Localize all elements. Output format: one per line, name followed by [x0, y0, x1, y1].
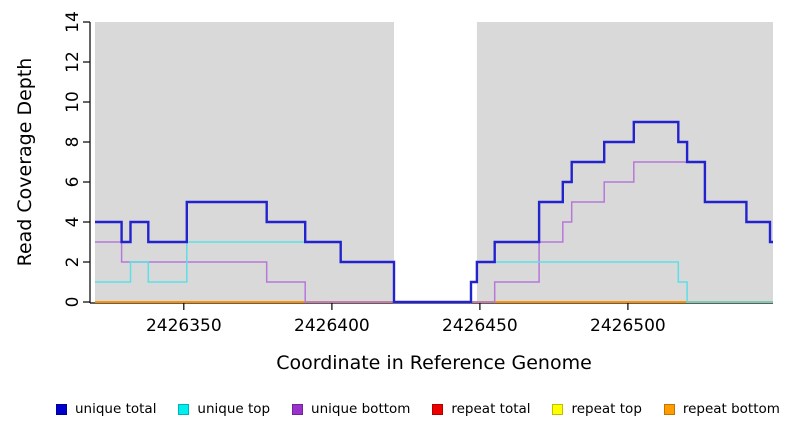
legend-item-unique-top: unique top	[178, 401, 270, 417]
legend-swatch	[432, 403, 444, 415]
y-tick-label: 12	[63, 51, 83, 73]
legend-label: unique total	[75, 401, 157, 417]
y-axis-title: Read Coverage Depth	[14, 57, 36, 267]
legend-swatch	[56, 403, 67, 415]
y-tick-label: 10	[63, 91, 83, 113]
legend-label: repeat top	[571, 401, 642, 417]
legend-item-repeat-total: repeat total	[432, 401, 531, 417]
x-tick-label: 2426400	[294, 316, 370, 336]
legend-item-repeat-bottom: repeat bottom	[663, 401, 780, 417]
legend-item-repeat-top: repeat top	[552, 401, 642, 417]
x-tick-label: 2426500	[590, 316, 666, 336]
legend-label: repeat total	[451, 401, 531, 417]
y-tick-label: 6	[63, 177, 83, 188]
legend-item-unique-bottom: unique bottom	[292, 401, 410, 417]
x-tick-label: 2426450	[442, 316, 518, 336]
legend-swatch	[178, 403, 190, 415]
legend-swatch	[552, 403, 564, 415]
y-tick-label: 4	[63, 217, 83, 228]
legend-label: repeat bottom	[682, 401, 780, 417]
legend-label: unique bottom	[311, 401, 411, 417]
y-tick-label: 14	[63, 11, 83, 33]
y-tick-label: 0	[63, 297, 83, 308]
y-tick-label: 8	[63, 137, 83, 148]
legend: unique total unique top unique bottom repea…	[56, 398, 780, 420]
series-unique-total	[95, 120, 773, 304]
left-alignment-block-shading	[95, 22, 394, 302]
legend-swatch	[292, 403, 304, 415]
x-tick-label: 2426350	[146, 316, 222, 336]
legend-label: unique top	[197, 401, 271, 417]
legend-swatch	[663, 403, 675, 415]
y-tick-label: 2	[63, 257, 83, 268]
legend-item-unique-total: unique total	[56, 401, 156, 417]
x-axis-title: Coordinate in Reference Genome	[276, 352, 592, 374]
right-alignment-block-shading	[476, 22, 773, 302]
